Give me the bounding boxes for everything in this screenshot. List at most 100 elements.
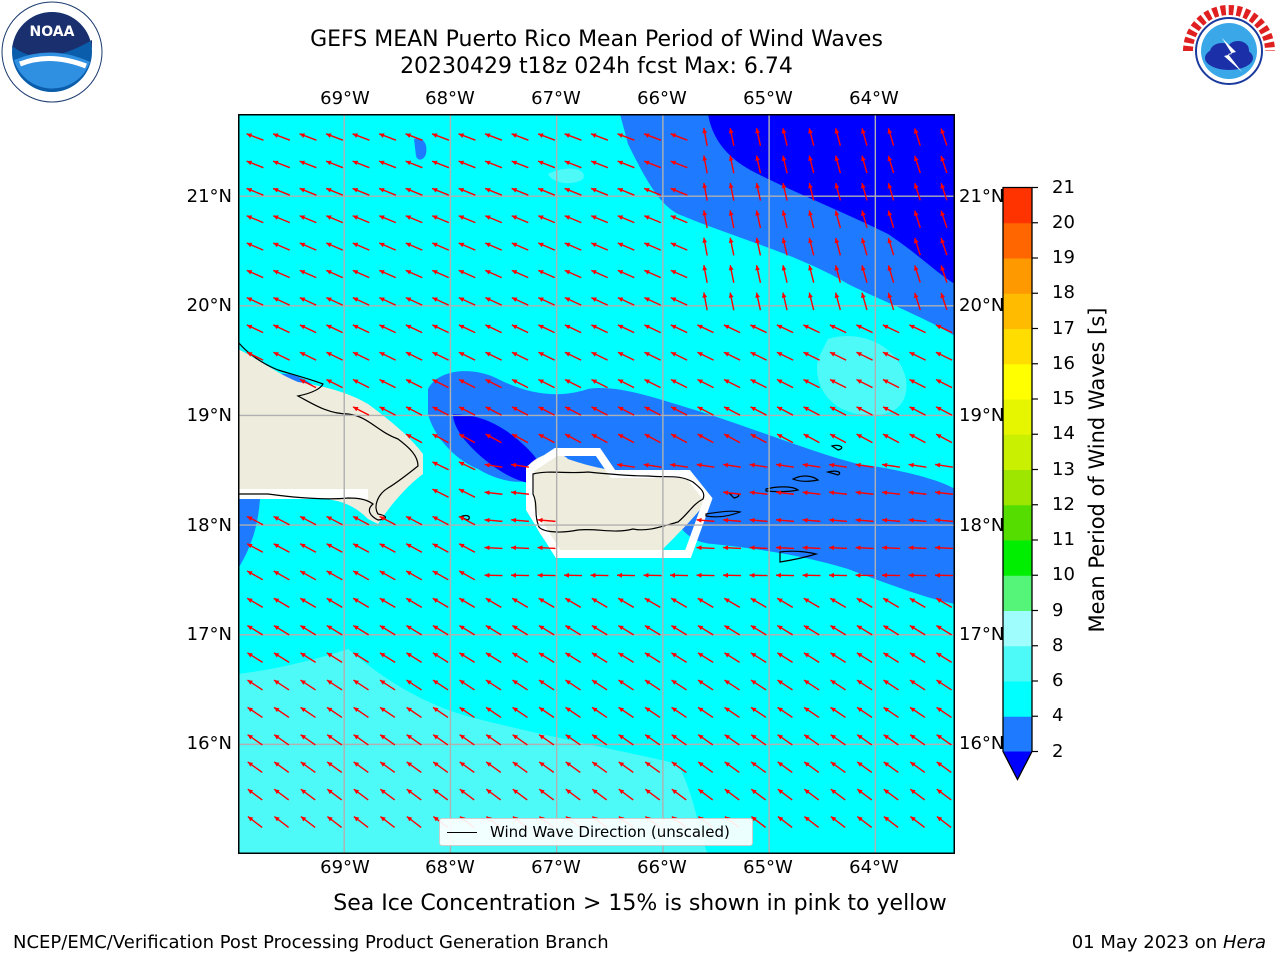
wind-wave-arrow <box>861 128 868 146</box>
wind-wave-arrow <box>643 133 662 141</box>
wind-wave-arrow <box>591 351 608 361</box>
colorbar-tick-label: 18 <box>1052 282 1075 304</box>
wind-wave-arrow <box>246 351 264 361</box>
wind-wave-arrow <box>697 433 714 444</box>
wind-wave-arrow <box>485 761 502 774</box>
wind-wave-arrow <box>405 515 423 526</box>
graticule <box>238 114 955 854</box>
wind-wave-arrow <box>537 187 556 196</box>
wind-wave-arrow <box>485 324 502 334</box>
wind-wave-arrow <box>512 679 528 691</box>
legend-label: Wind Wave Direction (unscaled) <box>490 823 730 841</box>
wind-wave-arrow <box>485 297 502 306</box>
colorbar-segment <box>1003 575 1032 611</box>
wind-wave-arrow <box>299 515 317 526</box>
wind-wave-arrow <box>934 517 954 523</box>
wind-wave-arrow <box>808 237 815 256</box>
wind-wave-arrow <box>670 624 688 636</box>
wind-wave-arrow <box>459 734 475 746</box>
wind-wave-arrow <box>325 160 344 169</box>
wind-wave-arrow <box>405 543 423 553</box>
wind-wave-arrow <box>405 187 423 196</box>
wind-wave-arrow <box>697 734 714 746</box>
wind-wave-arrow <box>538 706 555 719</box>
wind-wave-arrow <box>511 433 529 444</box>
wind-wave-arrow <box>617 160 635 169</box>
wind-wave-arrow <box>696 545 715 551</box>
wind-wave-arrow <box>781 155 788 174</box>
wind-wave-arrow <box>724 734 740 746</box>
wind-wave-arrow <box>432 597 449 608</box>
wind-wave-arrow <box>830 761 846 774</box>
wind-wave-arrow <box>777 679 793 691</box>
wind-wave-arrow <box>246 160 264 169</box>
wind-wave-arrow <box>750 406 767 416</box>
colorbar-segment <box>1003 363 1032 400</box>
wind-wave-arrow <box>458 433 476 444</box>
wind-wave-arrow <box>431 269 450 279</box>
lon-bottom-tick: 68°W <box>425 857 475 878</box>
wind-wave-arrow <box>775 517 795 523</box>
wind-wave-arrow <box>909 706 926 719</box>
wind-wave-arrow <box>352 515 370 526</box>
colorbar-tick-label: 8 <box>1052 634 1064 656</box>
wind-wave-arrow <box>564 433 582 444</box>
wind-wave-arrow <box>590 215 609 224</box>
wind-wave-arrow <box>776 624 794 636</box>
wind-wave-arrow <box>272 160 291 169</box>
wind-wave-arrow <box>406 706 422 719</box>
wind-wave-arrow <box>485 624 502 636</box>
wind-wave-arrow <box>643 462 662 468</box>
wind-wave-arrow <box>887 237 895 256</box>
wind-wave-arrow <box>777 652 793 663</box>
wind-wave-arrow <box>246 624 264 636</box>
wind-wave-arrow <box>909 597 926 608</box>
wind-wave-arrow <box>299 597 317 608</box>
wind-wave-arrow <box>299 570 317 581</box>
wind-wave-arrow <box>830 679 846 691</box>
lon-top-tick: 67°W <box>531 88 581 109</box>
colorbar-tick-label: 4 <box>1052 705 1064 727</box>
wind-wave-arrow <box>511 160 529 169</box>
wind-wave-arrow <box>405 242 423 251</box>
wind-wave-arrow <box>887 210 895 229</box>
wind-wave-arrow <box>750 734 767 746</box>
colorbar-tick-label: 6 <box>1052 670 1064 691</box>
wind-wave-arrow <box>458 406 476 416</box>
wind-wave-arrow <box>538 624 555 636</box>
wind-wave-arrow <box>697 597 714 608</box>
lat-right-tick: 18°N <box>959 515 1005 536</box>
footer-host: Hera <box>1222 932 1266 953</box>
lon-top-tick: 69°W <box>320 88 370 109</box>
colorbar-tick-label: 10 <box>1052 564 1075 586</box>
wind-wave-arrow <box>325 133 344 141</box>
wind-wave-arrow <box>696 462 715 468</box>
wind-wave-arrow <box>724 788 740 801</box>
wind-wave-arrow <box>405 297 423 306</box>
wind-wave-arrow <box>352 324 370 334</box>
wind-wave-arrow <box>617 297 635 306</box>
wind-wave-arrow <box>591 597 608 608</box>
contour-2-4s-islet <box>414 138 427 160</box>
wind-wave-arrow <box>564 378 582 389</box>
wind-wave-arrow <box>828 462 848 468</box>
wind-wave-arrow <box>643 242 662 251</box>
wind-wave-arrow <box>353 679 369 691</box>
wind-wave-arrow <box>299 215 317 224</box>
wind-wave-arrow <box>617 269 635 279</box>
wind-wave-arrow <box>326 324 343 334</box>
wind-wave-arrow <box>458 351 476 361</box>
wind-wave-arrow <box>591 734 608 746</box>
wind-wave-arrow <box>749 517 768 523</box>
colorbar-segment <box>1003 293 1032 329</box>
wind-wave-arrow <box>564 351 582 361</box>
wind-wave-arrow <box>697 351 714 361</box>
wind-wave-arrow <box>750 815 767 829</box>
wind-wave-arrow <box>563 572 583 578</box>
wind-wave-arrow <box>940 183 948 201</box>
wind-wave-arrow <box>352 624 370 636</box>
coastline-hispaniola <box>238 341 419 521</box>
wind-wave-arrow <box>702 128 708 146</box>
wind-wave-arrow <box>379 624 396 636</box>
wind-wave-arrow <box>887 128 895 146</box>
